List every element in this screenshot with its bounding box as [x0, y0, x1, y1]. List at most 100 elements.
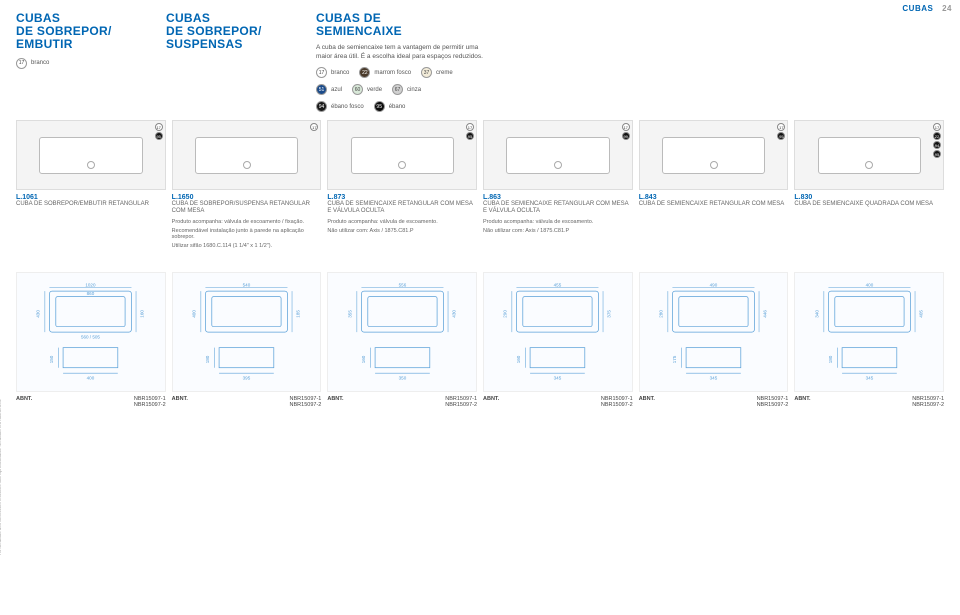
product-code: L.830: [794, 194, 944, 201]
swatch-icon: 17: [310, 123, 318, 131]
product-note: Produto acompanha: válvula de escoamento…: [327, 219, 477, 226]
swatch-icon: 67: [392, 84, 403, 95]
nbr-codes: NBR15097-1NBR15097-2: [445, 396, 477, 408]
footer-cell: ABNT. NBR15097-1NBR15097-2: [794, 396, 944, 408]
swatch-row: 17 branco: [16, 58, 166, 69]
swatch-icon: 17: [466, 123, 474, 131]
svg-text:345: 345: [710, 376, 718, 381]
svg-text:455: 455: [554, 283, 562, 288]
product-card: 1795L.843CUBA DE SEMIENCAIXE RETANGULAR …: [639, 120, 789, 252]
product-note: Utilizar sifão 1680.C.114 (1 1/4" x 1 1/…: [172, 243, 322, 250]
footer-cell: ABNT. NBR15097-1NBR15097-2: [16, 396, 166, 408]
technical-drawing: 556 355 430 350 160: [327, 272, 477, 392]
product-card: 1795 L.1061CUBA DE SOBREPOR/EMBUTIR RETAN…: [16, 120, 166, 252]
product-card: 17L.1650CUBA DE SOBREPOR/SUSPENSA RETANG…: [172, 120, 322, 252]
abnt-label: ABNT.: [327, 396, 343, 408]
svg-text:160: 160: [516, 355, 521, 363]
swatch-label: ébano fosco: [331, 104, 364, 110]
swatch-icon: 17: [16, 58, 27, 69]
product-code: L.1061: [16, 194, 166, 201]
section-label: CUBAS: [902, 4, 933, 13]
swatch-label: ébano: [389, 104, 406, 110]
svg-text:290: 290: [503, 310, 508, 318]
swatch-icon: 17: [622, 123, 630, 131]
product-image: 1795: [16, 120, 166, 190]
product-card: 1799L.863CUBA DE SEMIENCAIXE RETANGULAR …: [483, 120, 633, 252]
footer-cell: ABNT. NBR15097-1NBR15097-2: [172, 396, 322, 408]
abnt-label: ABNT.: [639, 396, 655, 408]
footer-cell: ABNT. NBR15097-1NBR15097-2: [483, 396, 633, 408]
nbr-codes: NBR15097-1NBR15097-2: [601, 396, 633, 408]
product-swatches: 1799: [622, 123, 630, 140]
category-col-1: CUBAS DE SOBREPOR/ EMBUTIR 17 branco: [16, 12, 166, 112]
product-code: L.863: [483, 194, 633, 201]
product-swatches: 17: [310, 123, 318, 131]
abnt-label: ABNT.: [794, 396, 810, 408]
svg-text:860: 860: [87, 291, 95, 296]
swatch-icon: 17: [155, 123, 163, 131]
svg-text:490: 490: [710, 283, 718, 288]
swatch-label: azul: [331, 87, 342, 93]
product-image: 1799: [483, 120, 633, 190]
svg-text:400: 400: [87, 376, 95, 381]
product-image: 17: [172, 120, 322, 190]
semi-swatches: 17branco22marrom fosco37creme51azul60ver…: [316, 67, 616, 112]
product-image: 1795: [327, 120, 477, 190]
svg-text:430: 430: [36, 310, 41, 318]
svg-text:175: 175: [672, 355, 677, 363]
technical-drawing: 400 340 405 345 180: [794, 272, 944, 392]
swatch-icon: 51: [316, 84, 327, 95]
swatch-label: branco: [331, 70, 349, 76]
basin-icon: [39, 137, 142, 174]
abnt-label: ABNT.: [483, 396, 499, 408]
swatch-label: branco: [31, 60, 49, 66]
svg-text:400: 400: [191, 310, 196, 318]
nbr-codes: NBR15097-1NBR15097-2: [912, 396, 944, 408]
product-note: Produto acompanha: válvula de escoamento…: [172, 219, 322, 226]
svg-text:345: 345: [865, 376, 873, 381]
svg-text:395: 395: [243, 376, 251, 381]
product-note: Não utilizar com: Axis / 1875.C81.P: [327, 228, 477, 235]
abnt-label: ABNT.: [172, 396, 188, 408]
nbr-codes: NBR15097-1NBR15097-2: [757, 396, 789, 408]
products-row: 1795 L.1061CUBA DE SOBREPOR/EMBUTIR RETAN…: [0, 112, 960, 252]
category-col-2: CUBAS DE SOBREPOR/ SUSPENSAS: [166, 12, 316, 112]
product-name: CUBA DE SEMIENCAIXE RETANGULAR COM MESA …: [327, 201, 477, 215]
cat-title: CUBAS DE SOBREPOR/ SUSPENSAS: [166, 12, 316, 52]
swatch-icon: 17: [316, 67, 327, 78]
product-swatches: 1795: [466, 123, 474, 140]
abnt-label: ABNT.: [16, 396, 32, 408]
technical-drawing: 490 280 446 345 175: [639, 272, 789, 392]
swatch-icon: 17: [933, 123, 941, 131]
svg-text:375: 375: [607, 310, 612, 318]
swatch-icon: 99: [622, 132, 630, 140]
svg-text:280: 280: [658, 310, 663, 318]
product-code: L.1650: [172, 194, 322, 201]
footer-row: ABNT. NBR15097-1NBR15097-2ABNT. NBR15097…: [0, 392, 960, 408]
svg-text:180: 180: [828, 355, 833, 363]
svg-text:180: 180: [205, 355, 210, 363]
drawings-row: 1020 860 430 160 560 / 505 400 150 540 4…: [0, 252, 960, 392]
swatch-icon: 60: [352, 84, 363, 95]
basin-icon: [351, 137, 454, 174]
swatch-icon: 94: [316, 101, 327, 112]
footer-cell: ABNT. NBR15097-1NBR15097-2: [639, 396, 789, 408]
svg-text:446: 446: [762, 310, 767, 318]
product-note: Produto acompanha: válvula de escoamento…: [483, 219, 633, 226]
svg-text:540: 540: [243, 283, 251, 288]
swatch-label: creme: [436, 70, 453, 76]
svg-text:160: 160: [361, 355, 366, 363]
technical-drawing: 1020 860 430 160 560 / 505 400 150: [16, 272, 166, 392]
swatch-label: marrom fosco: [374, 70, 411, 76]
svg-text:430: 430: [451, 310, 456, 318]
svg-text:1020: 1020: [86, 283, 97, 288]
svg-text:350: 350: [398, 376, 406, 381]
svg-text:556: 556: [398, 283, 406, 288]
page-header: CUBAS 24: [902, 4, 952, 13]
technical-drawing: 455 290 375 345 160: [483, 272, 633, 392]
swatch-icon: 95: [374, 101, 385, 112]
product-name: CUBA DE SOBREPOR/EMBUTIR RETANGULAR: [16, 201, 166, 215]
svg-text:340: 340: [814, 310, 819, 318]
footer-cell: ABNT. NBR15097-1NBR15097-2: [327, 396, 477, 408]
swatch-icon: 22: [359, 67, 370, 78]
